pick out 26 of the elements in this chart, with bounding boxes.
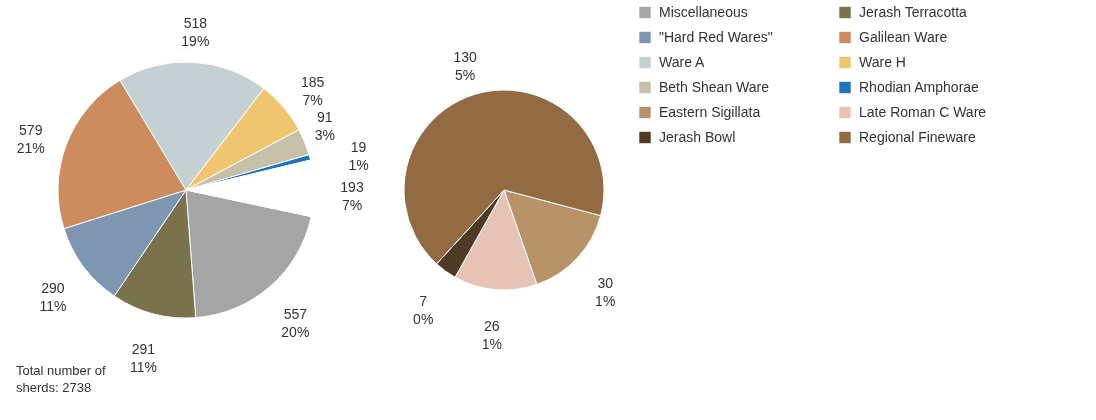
- legend-label: Jerash Bowl: [659, 128, 736, 145]
- legend-label: Beth Shean Ware: [659, 78, 770, 95]
- legend-label: Miscellaneous: [659, 3, 748, 20]
- data-label: 30 1%: [595, 274, 616, 309]
- data-label: 291 11%: [129, 341, 157, 376]
- data-label: 290 11%: [39, 280, 67, 315]
- text: Total number of sherds: 2738: [16, 363, 106, 395]
- legend-label: Galilean Ware: [859, 28, 948, 45]
- legend-label: Regional Fineware: [859, 128, 976, 145]
- data-label: 185 7%: [300, 73, 325, 108]
- legend-label: Rhodian Amphorae: [859, 78, 980, 95]
- data-label: 130 5%: [453, 48, 477, 83]
- data-label: 579 21%: [16, 122, 45, 157]
- data-label: 557 20%: [281, 305, 310, 340]
- legend-label: Late Roman C Ware: [859, 103, 987, 120]
- legend-label: Ware H: [859, 53, 906, 70]
- data-label: 91 3%: [314, 108, 335, 143]
- legend-label: "Hard Red Wares": [659, 28, 773, 45]
- data-label: 26 1%: [481, 318, 502, 353]
- data-label: 7 0%: [413, 292, 434, 327]
- legend-label: Jerash Terracotta: [859, 3, 968, 20]
- legend-label: Ware A: [659, 53, 706, 70]
- data-label: 518 19%: [181, 15, 210, 50]
- data-label: 19 1%: [348, 138, 369, 173]
- data-label: 193 7%: [340, 178, 364, 213]
- legend-label: Eastern Sigillata: [659, 103, 761, 120]
